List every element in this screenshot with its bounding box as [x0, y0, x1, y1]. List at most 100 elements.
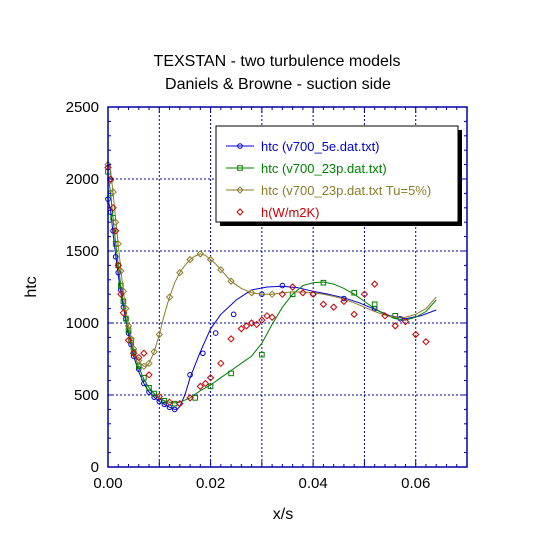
data-point: [124, 322, 133, 330]
data-point: [141, 374, 147, 381]
data-point: [319, 300, 328, 308]
data-point: [278, 290, 287, 298]
y-axis-label: htc: [23, 276, 40, 297]
legend-label: h(W/m2K): [261, 205, 320, 220]
data-point: [176, 399, 184, 408]
data-point: [412, 330, 420, 339]
legend-marker: [237, 165, 243, 171]
series-2: [105, 169, 437, 407]
data-point: [109, 204, 117, 212]
x-axis-label: x/s: [273, 506, 293, 523]
chart-subtitle: Daniels & Browne - suction side: [165, 76, 391, 93]
legend-item: h(W/m2K): [236, 205, 320, 220]
data-point: [263, 312, 271, 320]
data-point: [279, 282, 286, 289]
data-point: [320, 279, 327, 286]
data-point: [114, 261, 122, 270]
data-point: [340, 297, 348, 306]
data-point: [111, 227, 120, 235]
legend-marker: [237, 143, 243, 149]
data-point: [150, 348, 158, 356]
series-layer: [104, 160, 437, 413]
data-point: [140, 362, 148, 370]
data-point: [161, 397, 168, 404]
y-tick-label: 2500: [66, 99, 99, 116]
data-point: [196, 250, 205, 258]
data-point: [135, 353, 143, 362]
data-point: [196, 382, 205, 391]
data-point: [391, 322, 399, 330]
data-point: [230, 311, 237, 318]
data-point: [176, 268, 184, 277]
data-point: [422, 338, 430, 346]
data-point: [370, 280, 379, 288]
data-point: [207, 383, 214, 390]
data-point: [110, 228, 116, 234]
data-point: [165, 293, 174, 301]
data-point: [247, 319, 256, 327]
legend-label: htc (v700_5e.dat.txt): [261, 139, 380, 154]
series-line: [107, 164, 437, 367]
data-point: [360, 290, 369, 298]
data-point: [351, 289, 357, 296]
data-point: [109, 188, 117, 196]
y-tick-label: 500: [74, 387, 99, 404]
data-point: [122, 304, 130, 313]
data-point: [155, 392, 163, 401]
data-point: [401, 317, 410, 326]
data-point: [259, 351, 265, 358]
data-point: [247, 289, 256, 297]
data-point: [227, 335, 235, 343]
y-tick-label: 2000: [66, 171, 99, 188]
data-point: [186, 394, 194, 402]
data-point: [381, 312, 389, 320]
data-point: [123, 315, 129, 322]
tick-layer: 0 500 1000 1500 2000 2500 0.00 0.02 0.04 0.06: [66, 99, 468, 492]
y-tick-label: 1500: [66, 243, 99, 260]
legend-item: htc (v700_5e.dat.txt): [226, 139, 380, 154]
legend-marker: [236, 186, 244, 194]
data-point: [242, 322, 251, 330]
data-point: [201, 379, 210, 388]
data-point: [206, 374, 215, 382]
y-tick-label: 1000: [66, 315, 99, 332]
data-point: [253, 320, 261, 329]
data-point: [124, 336, 133, 344]
data-point: [187, 372, 193, 378]
data-point: [119, 309, 128, 317]
data-point: [217, 266, 225, 274]
chart-title: TEXSTAN - two turbulence models: [154, 53, 401, 70]
data-point: [227, 277, 235, 285]
data-point: [155, 330, 163, 339]
legend-box: [215, 125, 459, 223]
data-point: [129, 349, 138, 357]
data-point: [111, 218, 120, 226]
data-point: [268, 290, 276, 298]
data-point: [392, 313, 398, 319]
series-1: [105, 196, 437, 413]
legend: htc (v700_5e.dat.txt)htc (v700_23p.dat.t…: [215, 125, 462, 226]
data-point: [129, 345, 138, 353]
series-line: [107, 199, 437, 410]
series-4: [104, 163, 430, 408]
data-point: [371, 301, 378, 308]
data-point: [186, 255, 194, 264]
data-point: [212, 330, 219, 336]
x-tick-label: 0.06: [401, 475, 430, 492]
data-point: [237, 325, 246, 333]
data-point: [350, 310, 358, 319]
data-point: [206, 255, 215, 264]
data-point: [117, 267, 125, 275]
data-point: [120, 298, 127, 305]
data-point: [145, 371, 153, 379]
data-point: [165, 398, 174, 406]
data-point: [135, 356, 143, 365]
data-point: [268, 313, 276, 321]
y-tick-label: 0: [91, 459, 99, 476]
data-point: [258, 316, 266, 324]
data-point: [228, 370, 234, 377]
data-point: [161, 401, 168, 408]
data-point: [145, 359, 153, 368]
legend-label: htc (v700_23p.dat.txt Tu=5%): [261, 183, 431, 198]
